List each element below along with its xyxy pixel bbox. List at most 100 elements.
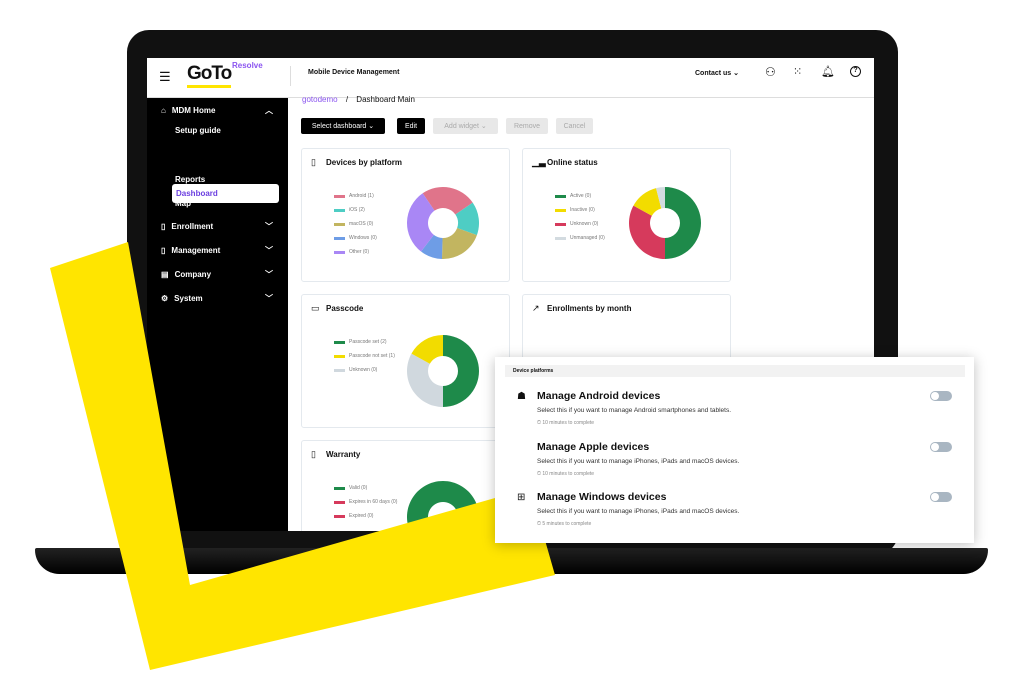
sidebar-label: Enrollment [171, 222, 214, 231]
legend-item: iOS (2) [334, 207, 365, 213]
windows-toggle[interactable] [930, 492, 952, 502]
sidebar-item-setup-guide[interactable]: Setup guide [175, 126, 221, 135]
logo-sub: Resolve [232, 61, 263, 70]
menu-icon[interactable]: ☰ [159, 69, 171, 84]
bell-icon[interactable]: 🔔︎ [821, 66, 835, 78]
donut-slice [455, 202, 479, 236]
legend-item: Passcode set (2) [334, 339, 387, 345]
building-icon: ▤ [161, 270, 169, 279]
panel-title: Device platforms [505, 365, 965, 377]
widget-devices-by-platform: ▯ Devices by platform Android (1) iOS (2) m… [301, 148, 510, 282]
option-desc: Select this if you want to manage iPhone… [537, 458, 740, 465]
add-widget-button[interactable]: Add widget ⌄ [433, 118, 498, 134]
donut-slice [656, 187, 665, 209]
sidebar-label: Company [174, 270, 212, 279]
option-time: 🕓︎ 10 minutes to complete [537, 420, 595, 426]
sidebar: ⌂ MDM Home ︿ Setup guide Dashboard Reports… [147, 98, 288, 531]
widget-title: Warranty [326, 450, 361, 459]
sidebar-item-enrollment[interactable]: ▯ Enrollment ﹀ [161, 222, 281, 231]
legend-item: Expires in 60 days (0) [334, 499, 397, 505]
legend-item: Windows (0) [334, 235, 377, 241]
platform-donut-chart [407, 187, 479, 259]
legend-item: Expired (0) [334, 513, 373, 519]
breadcrumb-current: Dashboard Main [356, 95, 415, 104]
remove-button[interactable]: Remove [506, 118, 548, 134]
device-platforms-panel: Device platforms ☗ Manage Android devices… [495, 357, 974, 543]
chevron-down-icon: ﹀ [265, 294, 273, 303]
widget-title: Enrollments by month [547, 304, 632, 313]
sidebar-item-map[interactable]: Map [175, 199, 191, 208]
option-desc: Select this if you want to manage Androi… [537, 407, 732, 414]
button-label: Add widget [444, 122, 479, 130]
legend-item: Active (0) [555, 193, 591, 199]
breadcrumb-root[interactable]: gotodemo [302, 95, 338, 104]
donut-slice [443, 335, 479, 407]
sidebar-label: System [174, 294, 203, 303]
top-bar: ☰ GoTo Resolve Mobile Device Management … [147, 58, 874, 98]
legend-item: Valid (0) [334, 485, 367, 491]
chevron-up-icon: ︿ [265, 106, 273, 115]
breadcrumb-separator: / [345, 95, 349, 104]
contact-us-link[interactable]: Contact us ⌄ [695, 70, 739, 77]
chevron-down-icon: ﹀ [265, 246, 273, 255]
legend-item: Unknown (0) [334, 367, 377, 373]
contact-label: Contact us [695, 70, 732, 77]
android-icon: ☗ [517, 391, 526, 402]
edit-button[interactable]: Edit [397, 118, 425, 134]
keyboard-icon: ▭ [311, 303, 320, 313]
phone-icon: ▯ [161, 222, 166, 231]
widget-online-status: ▁▃ Online status Active (0) Inactive (0) Un… [522, 148, 731, 282]
cancel-button[interactable]: Cancel [556, 118, 593, 134]
gear-icon: ⚙ [161, 294, 169, 303]
goto-logo: GoTo [187, 63, 232, 88]
signal-icon: ▁▃ [532, 157, 546, 167]
donut-slice [665, 187, 701, 259]
apple-toggle[interactable] [930, 442, 952, 452]
windows-icon: ⊞ [517, 492, 526, 503]
button-label: Select dashboard [311, 122, 367, 130]
legend-item: Inactive (0) [555, 207, 595, 213]
sidebar-item-management[interactable]: ▯ Management ﹀ [161, 246, 281, 255]
widget-passcode: ▭ Passcode Passcode set (2) Passcode not s… [301, 294, 510, 428]
donut-slice [441, 228, 477, 259]
user-icon[interactable]: ⚇ [765, 65, 776, 79]
donut-slice [407, 193, 435, 252]
option-time: 🕓︎ 10 minutes to complete [537, 471, 595, 477]
donut-slice [421, 234, 443, 259]
option-title: Manage Apple devices [537, 441, 650, 453]
help-icon[interactable]: ? [850, 66, 861, 77]
sidebar-label: MDM Home [171, 106, 216, 115]
option-desc: Select this if you want to manage iPhone… [537, 508, 740, 515]
chevron-down-icon: ﹀ [265, 222, 273, 231]
sidebar-item-mdm-home[interactable]: ⌂ MDM Home ︿ [161, 106, 281, 115]
device-settings-icon: ▯ [161, 246, 166, 255]
option-title: Manage Windows devices [537, 491, 667, 503]
widget-title: Passcode [326, 304, 364, 313]
passcode-donut-chart [407, 335, 479, 407]
donut-slice [422, 187, 473, 215]
sidebar-label: Management [171, 246, 221, 255]
legend-item: Unmanaged (0) [555, 235, 605, 241]
android-toggle[interactable] [930, 391, 952, 401]
legend-item: Unknown (0) [555, 221, 598, 227]
legend-item: Other (0) [334, 249, 369, 255]
legend-item: Android (1) [334, 193, 374, 199]
donut-slice [633, 188, 662, 216]
chevron-down-icon: ﹀ [265, 270, 273, 279]
sidebar-item-system[interactable]: ⚙ System ﹀ [161, 294, 281, 303]
apps-grid-icon[interactable]: ⁙ [793, 66, 803, 78]
select-dashboard-button[interactable]: Select dashboard ⌄ [301, 118, 385, 134]
sidebar-item-company[interactable]: ▤ Company ﹀ [161, 270, 281, 279]
legend-item: macOS (0) [334, 221, 373, 227]
sidebar-item-reports[interactable]: Reports [175, 175, 206, 184]
breadcrumb: gotodemo / Dashboard Main [302, 95, 415, 104]
legend-item: Passcode not set (1) [334, 353, 395, 359]
donut-slice [629, 205, 665, 259]
phone-icon: ▯ [311, 449, 316, 459]
home-icon: ⌂ [161, 106, 166, 115]
widget-title: Online status [547, 158, 598, 167]
widget-title: Devices by platform [326, 158, 403, 167]
sidebar-item-dashboard[interactable]: Dashboard [172, 184, 279, 203]
phone-icon: ▯ [311, 157, 316, 167]
